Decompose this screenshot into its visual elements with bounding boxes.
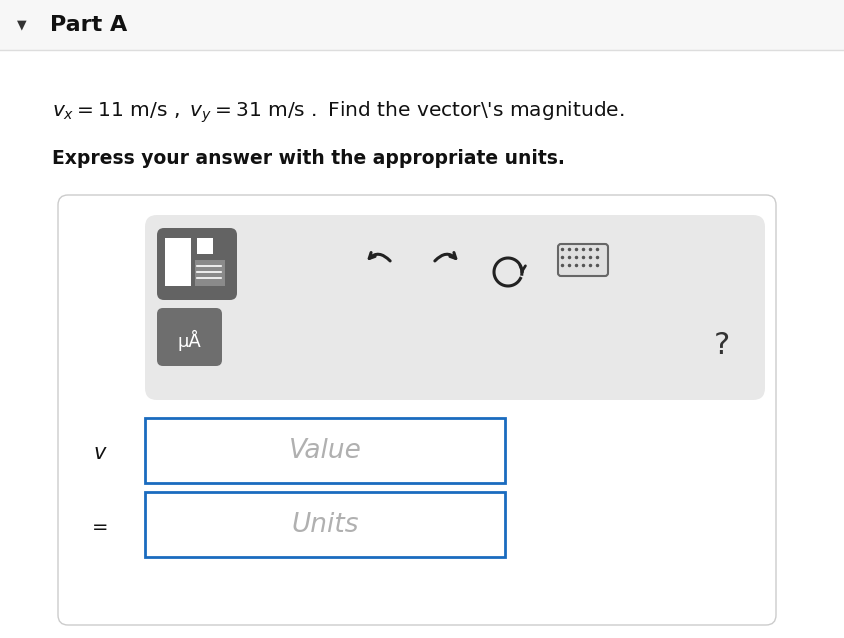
FancyBboxPatch shape: [145, 215, 765, 400]
Text: ?: ?: [714, 330, 730, 359]
Bar: [195, 260, 225, 286]
Text: μÅ: μÅ: [177, 329, 202, 350]
FancyBboxPatch shape: [157, 308, 222, 366]
FancyBboxPatch shape: [157, 228, 237, 300]
Bar: [165, 238, 191, 286]
Text: $v$: $v$: [93, 443, 107, 463]
FancyBboxPatch shape: [145, 492, 505, 557]
Text: $v_x = 11\ \mathbf{\mathrm{m/s}}\ ,\ v_y = 31\ \mathbf{\mathrm{m/s}}$$\ .\ $Find: $v_x = 11\ \mathbf{\mathrm{m/s}}\ ,\ v_y…: [52, 100, 625, 125]
FancyBboxPatch shape: [558, 244, 608, 276]
FancyBboxPatch shape: [58, 195, 776, 625]
Text: ▼: ▼: [17, 19, 27, 31]
Text: =: =: [92, 517, 108, 537]
Bar: [197, 238, 213, 254]
Text: Express your answer with the appropriate units.: Express your answer with the appropriate…: [52, 149, 565, 168]
Text: Part A: Part A: [50, 15, 127, 35]
FancyBboxPatch shape: [145, 418, 505, 483]
Text: Value: Value: [289, 438, 361, 463]
Bar: [0, 0, 844, 50]
Text: Units: Units: [291, 512, 359, 537]
